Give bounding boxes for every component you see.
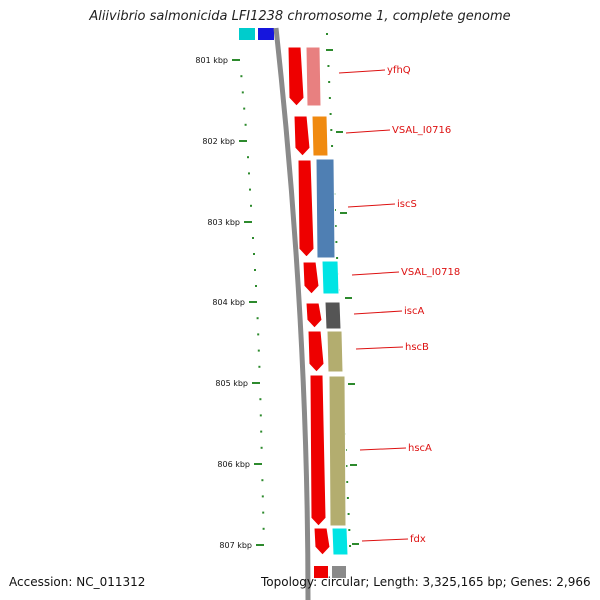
next-gene-red — [314, 566, 328, 578]
leader-line — [347, 203, 396, 208]
chromosome-backbone — [273, 27, 311, 600]
leader-line — [345, 129, 391, 134]
gene-label: iscS — [397, 199, 417, 210]
genome-summary: Topology: circular; Length: 3,325,165 bp… — [261, 575, 591, 589]
leader-line — [361, 538, 409, 542]
kbp-label: 804 kbp — [212, 298, 245, 307]
kbp-label: 802 kbp — [202, 137, 235, 146]
leader-line — [338, 69, 386, 74]
kbp-label: 806 kbp — [217, 460, 250, 469]
leader-line — [351, 271, 400, 276]
kbp-label: 805 kbp — [215, 379, 248, 388]
leader-line — [355, 346, 404, 350]
cds-arrow — [307, 330, 325, 373]
gene-label: iscA — [404, 306, 424, 317]
kbp-label: 801 kbp — [195, 56, 228, 65]
gene-label: hscA — [408, 443, 432, 454]
kbp-label: 803 kbp — [207, 218, 240, 227]
gene-box — [326, 330, 344, 373]
cds-arrow — [305, 302, 323, 329]
gene-box — [305, 46, 322, 107]
gene-box — [331, 527, 349, 556]
gene-label: hscB — [405, 342, 429, 353]
cds-arrow — [297, 159, 315, 258]
cds-arrow — [302, 261, 320, 295]
gene-label: fdx — [410, 534, 426, 545]
gene-label: VSAL_I0716 — [392, 125, 451, 136]
cds-arrow — [293, 115, 311, 157]
gene-box — [311, 115, 329, 157]
cds-arrow — [313, 527, 331, 556]
leader-line — [359, 447, 407, 451]
gene-box — [328, 375, 347, 527]
accession-text: Accession: NC_011312 — [9, 575, 146, 589]
gene-box — [321, 260, 340, 295]
scale-ticks: 801 kbp 802 kbp 803 kbp 804 kbp 805 kbp 806 k… — [195, 33, 359, 550]
feature-track — [287, 46, 349, 556]
gene-label: VSAL_I0718 — [401, 267, 460, 278]
kbp-label: 807 kbp — [219, 541, 252, 550]
map-title: Aliivibrio salmonicida LFI1238 chromosom… — [89, 9, 511, 24]
gene-box — [324, 301, 342, 330]
next-gene-gray — [332, 566, 346, 578]
gene-label: yfhQ — [387, 65, 411, 76]
gene-box — [315, 158, 336, 259]
gene-labels: yfhQ VSAL_I0716 iscS VSAL_I0718 iscA hscB hscA… — [338, 65, 460, 545]
leader-line — [353, 310, 403, 315]
cds-arrow — [309, 374, 327, 527]
previous-gene-cyan — [239, 28, 255, 40]
previous-gene-blue — [258, 28, 274, 40]
cds-arrow — [287, 46, 305, 107]
